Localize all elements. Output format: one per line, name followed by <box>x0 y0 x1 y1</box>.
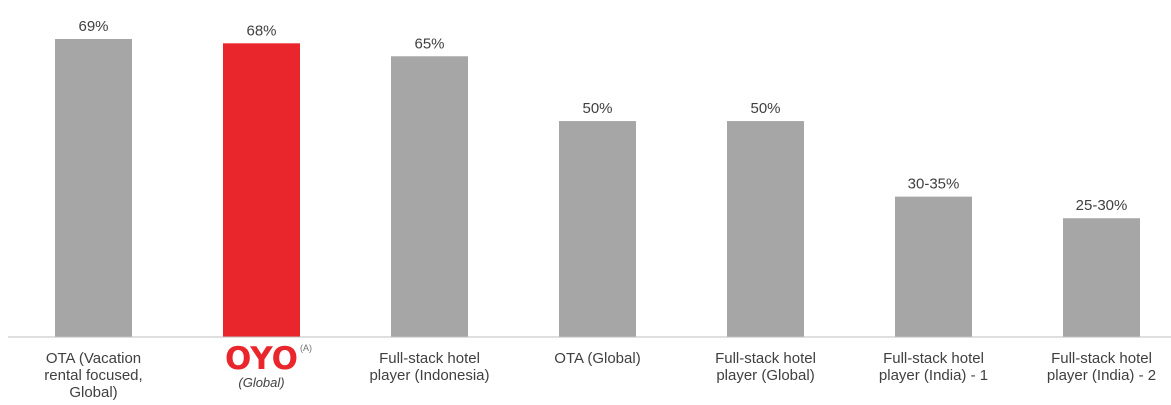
category-label-1: OTA (Vacation rental focused, Global) <box>10 350 178 401</box>
value-label-1: 69% <box>78 18 108 35</box>
bar-1 <box>55 39 132 337</box>
category-label-6: Full-stack hotel player (India) - 1 <box>850 350 1018 384</box>
category-label-line: player (India) - 1 <box>878 367 989 384</box>
oyo-subtitle: (Global) <box>238 375 285 390</box>
category-label-4: OTA (Global) <box>514 350 682 367</box>
category-label-line: Full-stack hotel <box>715 350 816 367</box>
category-label-line: OTA (Vacation <box>45 350 142 367</box>
bar-3 <box>391 56 468 338</box>
oyo-logo: OYO (A) <box>225 341 312 377</box>
value-label-4: 50% <box>582 100 612 117</box>
category-label-5: Full-stack hotel player (Global) <box>682 350 850 384</box>
category-label-line: player (Global) <box>716 367 815 384</box>
category-label-line: Full-stack hotel <box>1051 350 1152 367</box>
category-label-line: player (India) - 2 <box>1046 367 1157 384</box>
value-label-2: 68% <box>246 22 276 39</box>
category-label-line: player (Indonesia) <box>369 367 490 384</box>
category-label-oyo: OYO (A) (Global) <box>178 344 346 390</box>
category-label-line: Global) <box>69 384 118 401</box>
value-label-5: 50% <box>750 100 780 117</box>
category-label-line: Full-stack hotel <box>883 350 984 367</box>
bar-4 <box>559 121 636 337</box>
value-label-6: 30-35% <box>908 176 960 193</box>
value-label-7: 25-30% <box>1076 197 1128 214</box>
category-label-line: rental focused, <box>44 367 143 384</box>
category-label-3: Full-stack hotel player (Indonesia) <box>346 350 514 384</box>
value-label-3: 65% <box>414 35 444 52</box>
bar-7 <box>1063 218 1140 337</box>
category-label-line: OTA (Global) <box>554 350 641 367</box>
bar-6 <box>895 196 972 337</box>
category-label-line: Full-stack hotel <box>379 350 480 367</box>
bar-2 <box>223 43 300 337</box>
oyo-footnote-marker: (A) <box>299 343 312 353</box>
bar-5 <box>727 121 804 337</box>
category-label-7: Full-stack hotel player (India) - 2 <box>1018 350 1171 384</box>
